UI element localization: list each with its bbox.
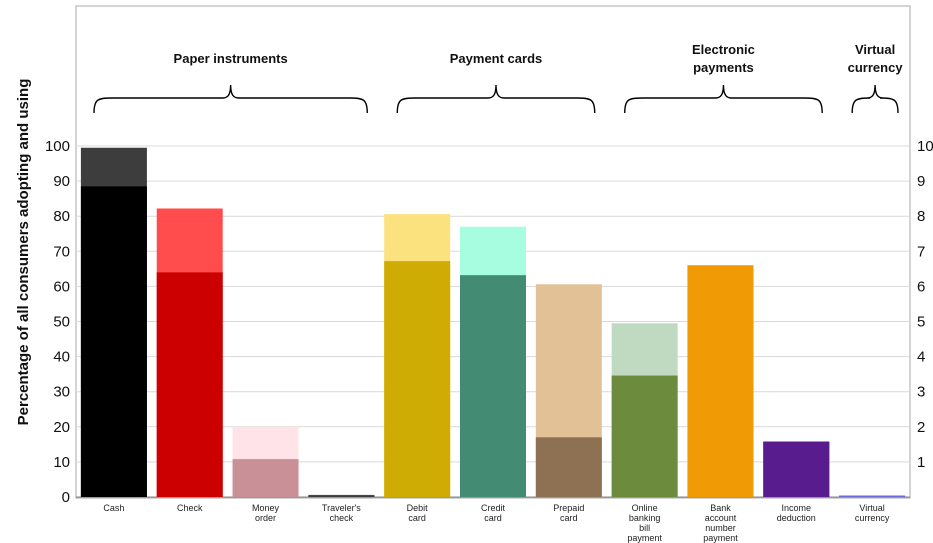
y-tick-label: 90 [53,173,70,190]
bar-using [535,437,602,497]
y-tick-label-right: 9 [917,173,925,190]
y-tick-label: 0 [62,489,70,506]
y-tick-label-right: 3 [917,384,925,401]
group-label: Payment cards [450,51,543,66]
y-tick-label: 70 [53,243,70,260]
y-tick-label: 40 [53,349,70,366]
bar-using [460,275,526,497]
y-tick-label: 20 [53,419,70,436]
x-tick-label: Money order [252,503,280,523]
x-tick-label: Credit card [481,503,506,523]
x-tick-label: Debit card [407,503,429,523]
y-tick-label-right: 6 [917,278,925,295]
bar-using [384,261,451,497]
group-brace [851,84,899,114]
y-tick-label: 60 [53,278,70,295]
y-tick-label-right: 5 [917,314,925,331]
bar-using [687,265,754,497]
x-tick-label: Traveler's check [322,503,361,523]
group-brace [93,84,368,114]
y-tick-label-right: 7 [917,243,925,260]
x-tick-label: Prepaid card [553,503,584,523]
y-tick-label: 80 [53,208,70,225]
x-tick-label: Check [177,503,203,513]
group-label: Paper instruments [174,51,288,66]
y-tick-label: 100 [45,138,70,155]
group-braces: Paper instruments Payment cards Electronic… [93,42,904,114]
y-tick-label-right: 8 [917,208,925,225]
y-axis-ticks: 0 10 20 30 40 50 60 70 80 90 100 [45,138,70,506]
y-tick-label-right: 10 [917,138,933,155]
y-tick-label: 10 [53,454,70,471]
y-axis-ticks-right: 1 2 3 4 5 6 7 8 9 10 [917,138,933,471]
group-label: Electronic payments [692,42,755,75]
group-brace [396,84,596,114]
x-tick-label: Online banking bill payment [627,503,662,543]
y-tick-label: 30 [53,384,70,401]
y-tick-label-right: 4 [917,349,925,366]
group-brace [624,84,823,114]
y-tick-label-right: 2 [917,419,925,436]
y-axis-label: Percentage of all consumers adopting and… [15,79,32,426]
bar-using [308,495,375,497]
bar-using [232,459,299,497]
group-label: Virtual currency [848,42,904,75]
x-tick-label: Bank account number payment [703,503,738,543]
bar-using [839,495,906,497]
y-tick-label: 50 [53,314,70,331]
category-labels: Cash Check Money order Traveler's check Debit c… [103,503,889,543]
bar-using [611,375,678,497]
bar-using [763,441,830,497]
bars [80,147,906,498]
bar-using [156,272,223,497]
x-tick-label: Virtual currency [855,503,890,523]
x-tick-label: Income deduction [777,503,816,523]
bar-using [80,186,147,498]
x-tick-label: Cash [103,503,124,513]
y-tick-label-right: 1 [917,454,925,471]
